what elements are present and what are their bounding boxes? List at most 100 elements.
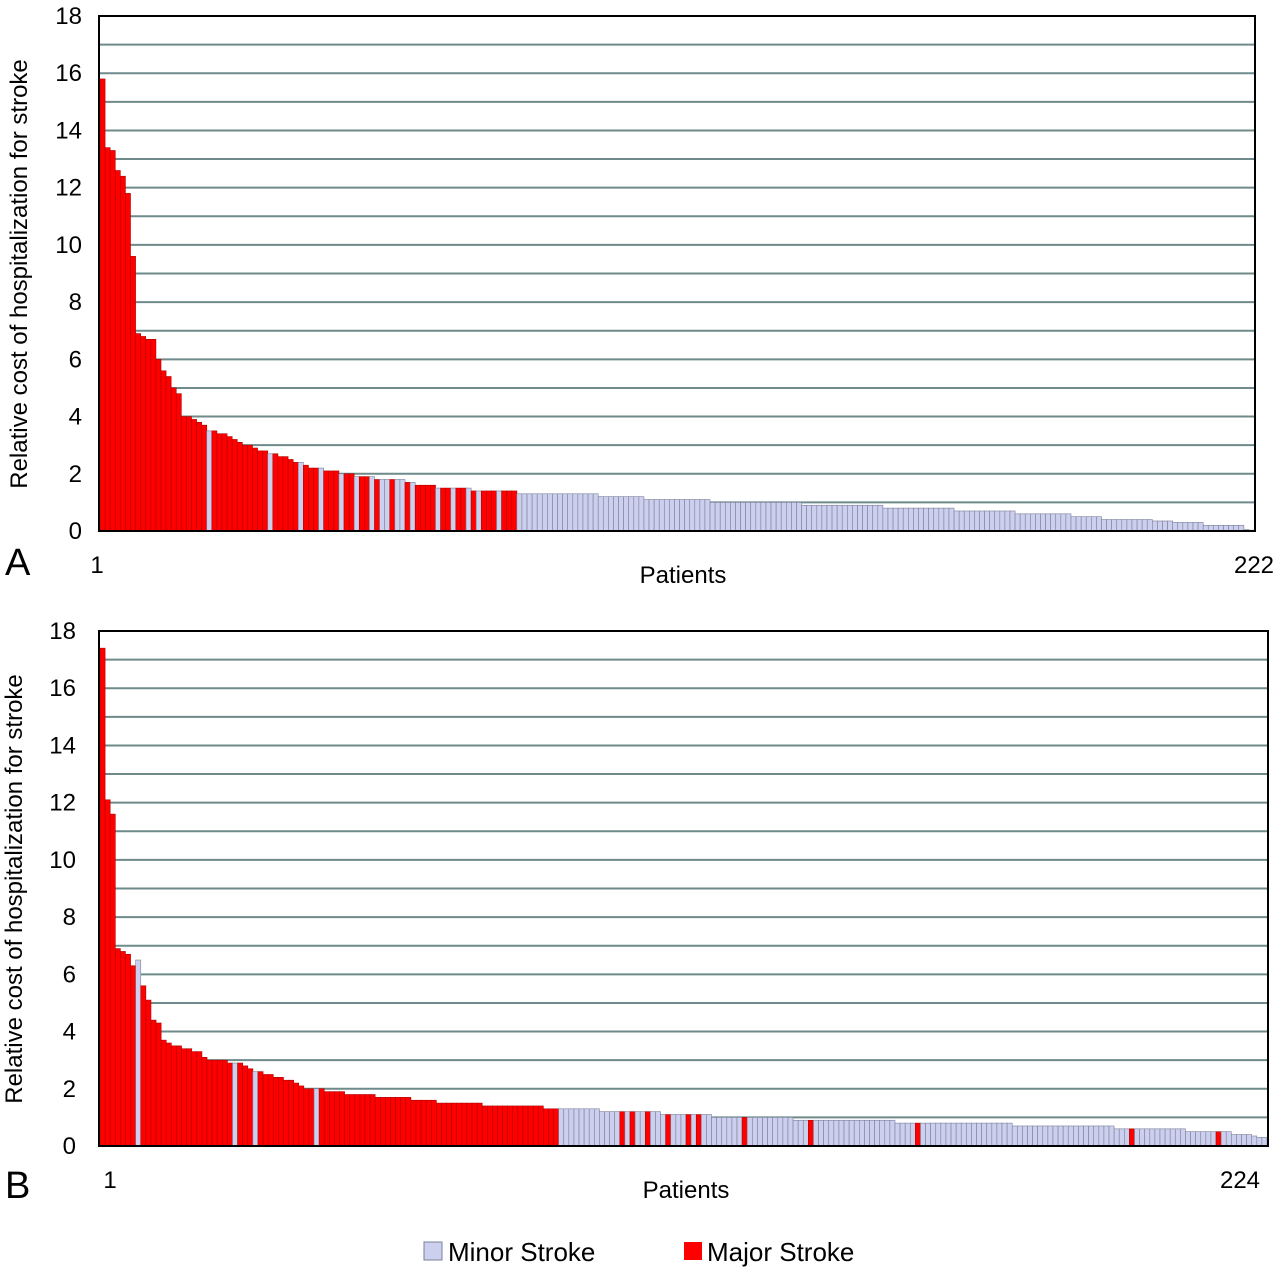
bar-major-stroke [410,1099,417,1147]
bar-minor-stroke [1085,516,1092,532]
bar-major-stroke [262,1074,269,1147]
bar-minor-stroke [592,493,599,532]
bar-minor-stroke [1210,1131,1217,1147]
legend-swatch-major [684,1242,702,1260]
bar-minor-stroke [751,1117,758,1147]
y-tick-label: 16 [49,675,76,702]
bar-minor-stroke [1154,1128,1161,1147]
bar-minor-stroke [862,504,868,532]
bar-major-stroke [537,1105,544,1147]
bar-minor-stroke [1052,1125,1059,1147]
bar-minor-stroke [984,510,990,532]
bar-minor-stroke [1035,513,1041,532]
bar-minor-stroke [1251,1135,1258,1147]
bar-major-stroke [445,487,452,532]
bar-minor-stroke [684,499,691,532]
bar-major-stroke [222,1059,228,1147]
bar-minor-stroke [960,1122,967,1147]
bar-minor-stroke [833,1119,840,1147]
bar-major-stroke [125,954,131,1147]
bar-minor-stroke [1157,520,1163,532]
bar-minor-stroke [1246,1134,1253,1147]
bar-major-stroke [553,1108,559,1147]
bar-minor-stroke [991,1122,998,1147]
bar-minor-stroke [857,504,863,532]
bar-major-stroke [201,424,208,532]
bar-minor-stroke [836,504,843,532]
bar-minor-stroke [1146,519,1153,532]
bar-minor-stroke [1070,516,1077,532]
bar-minor-stroke [639,1111,646,1147]
bar-minor-stroke [1030,513,1036,532]
bar-minor-stroke [1083,1125,1089,1147]
bar-minor-stroke [943,507,950,532]
y-tick-label: 2 [63,1076,76,1103]
bar-minor-stroke [908,507,914,532]
bar-major-stroke [436,1102,442,1147]
bar-minor-stroke [572,493,579,532]
bar-minor-stroke [780,502,787,532]
bar-minor-stroke [1167,520,1173,532]
bar-minor-stroke [864,1119,870,1147]
bar-major-stroke [685,1114,692,1147]
bar-major-stroke [242,1065,249,1147]
bar-major-stroke [287,459,294,532]
bar-minor-stroke [526,493,533,532]
bar-major-stroke [415,1099,422,1147]
bar-major-stroke [414,484,421,532]
bar-minor-stroke [1162,520,1168,532]
bar-major-stroke [303,464,309,532]
bar-minor-stroke [791,502,797,532]
bar-minor-stroke [516,493,523,532]
bar-minor-stroke [353,476,360,532]
bar-minor-stroke [848,1119,855,1147]
panel-a-x-last-label: 222 [1234,552,1274,579]
bar-minor-stroke [1169,1128,1176,1147]
bar-major-stroke [99,647,106,1147]
bar-major-stroke [181,1048,187,1147]
bar-minor-stroke [821,504,828,532]
bar-minor-stroke [874,1119,880,1147]
bar-minor-stroke [1103,1125,1110,1147]
bar-major-stroke [120,175,126,532]
bar-major-stroke [476,1102,483,1147]
bar-minor-stroke [721,1117,728,1147]
bar-minor-stroke [643,499,650,532]
bar-minor-stroke [1045,513,1051,532]
bar-major-stroke [481,1105,488,1147]
bar-minor-stroke [777,1117,784,1147]
bar-major-stroke [114,170,121,532]
bar-major-stroke [257,1071,264,1147]
bar-minor-stroke [1200,1131,1207,1147]
bar-minor-stroke [966,1122,972,1147]
bar-minor-stroke [981,1122,988,1147]
bar-minor-stroke [736,1117,743,1147]
bar-major-stroke [517,1105,524,1147]
bar-major-stroke [446,1102,452,1147]
bar-minor-stroke [1111,519,1118,532]
y-tick-label: 8 [63,904,76,931]
bar-minor-stroke [563,1108,570,1147]
bar-minor-stroke [613,496,619,532]
bar-major-stroke [252,447,258,532]
bar-minor-stroke [1205,1131,1212,1147]
bar-minor-stroke [658,499,665,532]
bar-minor-stroke [1009,510,1016,532]
bar-minor-stroke [409,482,416,532]
bar-minor-stroke [1027,1125,1033,1147]
bar-major-stroke [329,1091,335,1147]
bar-minor-stroke [731,1117,738,1147]
bar-minor-stroke [568,1108,575,1147]
bar-minor-stroke [869,1119,875,1147]
panel-a-x-axis-label: Patients [640,562,727,589]
bar-minor-stroke [638,496,645,532]
y-tick-label: 18 [49,618,76,645]
bar-minor-stroke [897,507,904,532]
y-tick-label: 4 [63,1019,76,1046]
bar-major-stroke [491,490,497,532]
bar-minor-stroke [1062,1125,1069,1147]
bar-minor-stroke [801,504,807,532]
bar-major-stroke [237,1062,243,1147]
bar-major-stroke [226,436,233,532]
